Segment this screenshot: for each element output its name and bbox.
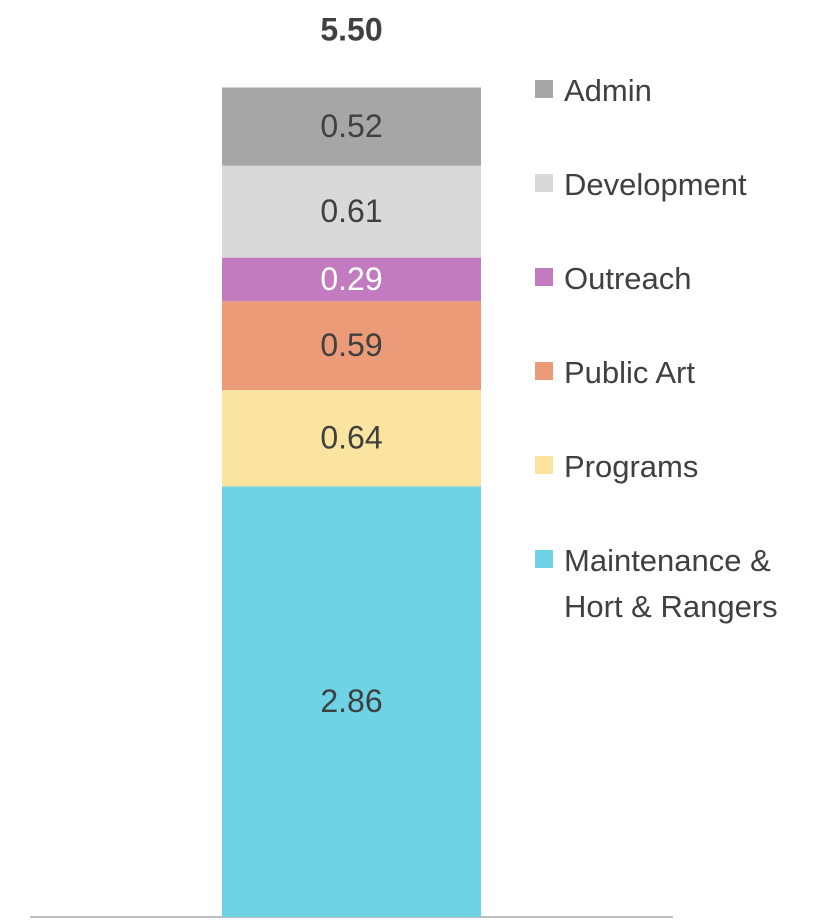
legend-item: Admin — [535, 68, 825, 162]
legend-item: Outreach — [535, 256, 825, 350]
legend-swatch — [535, 174, 553, 192]
bar-segment — [222, 390, 481, 487]
legend-swatch — [535, 80, 553, 98]
bar-segment — [222, 301, 481, 391]
legend-label: Public Art — [564, 355, 695, 390]
legend-swatch — [535, 362, 553, 380]
legend-label: Maintenance & Hort & Rangers — [564, 543, 778, 624]
legend-label: Development — [564, 167, 747, 202]
legend-item: Public Art — [535, 350, 825, 444]
legend-swatch — [535, 268, 553, 286]
legend-item: Programs — [535, 444, 825, 538]
value-label: 0.64 — [320, 420, 382, 456]
bar-segment — [222, 87, 481, 166]
value-label: 0.52 — [320, 108, 382, 144]
legend-swatch — [535, 456, 553, 474]
value-label: 0.29 — [320, 261, 382, 297]
legend-label: Programs — [564, 449, 699, 484]
total-label: 5.50 — [320, 11, 382, 47]
legend-label: Admin — [564, 73, 652, 108]
value-label: 0.61 — [320, 193, 382, 229]
bar-segment — [222, 165, 481, 258]
value-label: 0.59 — [320, 327, 382, 363]
bar-segment — [222, 257, 481, 302]
legend-item: Development — [535, 162, 825, 256]
legend-swatch — [535, 550, 553, 568]
legend-label: Outreach — [564, 261, 692, 296]
legend: Admin Development Outreach Public Art Progra… — [535, 68, 825, 632]
value-label: 2.86 — [320, 683, 382, 719]
bar-segment — [222, 486, 481, 917]
legend-item: Maintenance & Hort & Rangers — [535, 538, 825, 632]
